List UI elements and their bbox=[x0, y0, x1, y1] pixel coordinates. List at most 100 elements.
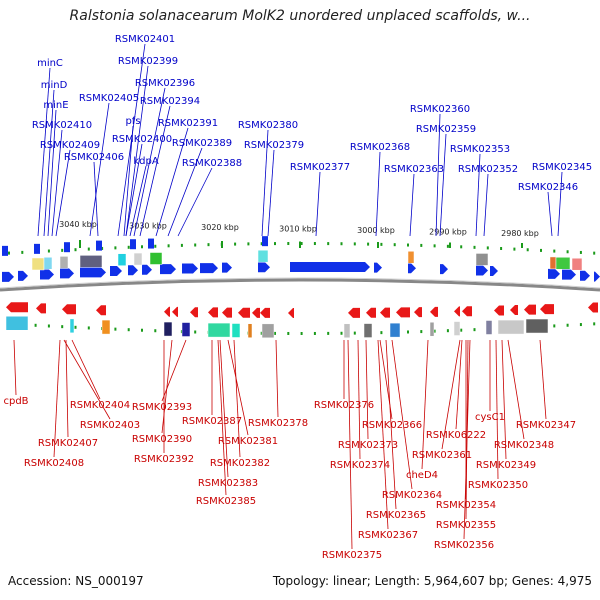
gene-category-box bbox=[485, 320, 493, 335]
scale-tick-label: 3010 kbp bbox=[279, 225, 317, 234]
top-gene-label: kdpA bbox=[133, 156, 158, 167]
reverse-gene-arrow bbox=[238, 307, 250, 318]
backbone-line bbox=[0, 278, 600, 292]
reverse-gene-arrow bbox=[208, 307, 218, 318]
gene-category-box bbox=[549, 256, 557, 270]
minor-tick-bottom bbox=[353, 331, 356, 335]
top-label-leader bbox=[267, 149, 275, 237]
top-label-leader bbox=[89, 102, 110, 237]
top-label-leader bbox=[261, 129, 269, 237]
forward-gene-arrow bbox=[80, 267, 106, 278]
bottom-label-leader bbox=[495, 339, 499, 480]
scale-tick-label: 3040 kbp bbox=[59, 220, 97, 229]
bottom-gene-label: RSMK02381 bbox=[218, 436, 278, 447]
bottom-label-leader bbox=[365, 339, 369, 440]
forward-gene-arrow bbox=[40, 269, 54, 280]
reverse-gene-arrow bbox=[222, 307, 232, 318]
top-gene-label: RSMK02400 bbox=[112, 134, 172, 145]
top-gene-label: RSMK02410 bbox=[32, 120, 92, 131]
reverse-gene-arrow bbox=[380, 307, 390, 318]
top-label-leader bbox=[315, 171, 321, 237]
gene-category-box bbox=[389, 322, 401, 338]
bottom-gene-label: RSMK02355 bbox=[436, 520, 496, 531]
top-gene-label: RSMK02388 bbox=[182, 158, 242, 169]
gene-category-box bbox=[363, 323, 373, 338]
forward-gene-arrow bbox=[200, 263, 218, 274]
forward-gene-arrow bbox=[160, 264, 176, 275]
minor-tick-bottom bbox=[340, 331, 343, 335]
bottom-gene-label: RSMK02383 bbox=[198, 478, 258, 489]
gene-category-box bbox=[69, 318, 75, 334]
gene-category-box bbox=[475, 253, 489, 266]
bottom-label-leader bbox=[227, 339, 249, 436]
forward-gene-box bbox=[148, 238, 154, 249]
gene-category-box bbox=[497, 319, 525, 335]
bottom-gene-label: RSMK02365 bbox=[366, 510, 426, 521]
top-gene-label: pfs bbox=[125, 116, 140, 127]
forward-gene-arrow bbox=[142, 264, 152, 275]
bottom-label-leader bbox=[13, 339, 17, 396]
forward-gene-arrow bbox=[476, 265, 488, 276]
minor-tick-top bbox=[473, 245, 476, 249]
top-label-leader bbox=[483, 173, 489, 237]
bottom-label-leader bbox=[275, 339, 279, 418]
bottom-label-leader bbox=[507, 339, 525, 440]
minor-tick-top bbox=[553, 249, 556, 253]
reverse-gene-arrow bbox=[172, 306, 178, 317]
top-label-leader bbox=[93, 161, 99, 237]
top-label-leader bbox=[43, 89, 55, 237]
forward-gene-arrow bbox=[182, 263, 198, 274]
gene-category-box bbox=[101, 319, 111, 335]
minor-tick-top bbox=[234, 242, 237, 246]
reverse-gene-arrow bbox=[588, 302, 598, 313]
bottom-label-leader bbox=[391, 339, 413, 490]
top-label-leader bbox=[547, 191, 553, 237]
forward-gene-arrow bbox=[60, 268, 74, 279]
minor-tick-top bbox=[114, 246, 117, 250]
forward-gene-box bbox=[96, 240, 102, 251]
forward-gene-arrow bbox=[258, 262, 270, 273]
minor-tick-top bbox=[61, 248, 64, 252]
top-label-leader bbox=[47, 109, 57, 237]
minor-tick-top bbox=[566, 250, 569, 254]
bottom-label-leader bbox=[455, 339, 463, 430]
minor-tick-bottom bbox=[313, 331, 316, 335]
top-gene-label: minE bbox=[43, 100, 68, 111]
top-label-leader bbox=[37, 67, 51, 237]
bottom-label-leader bbox=[63, 339, 111, 420]
top-gene-label: RSMK02391 bbox=[158, 118, 218, 129]
accession-text: Accession: NS_000197 bbox=[8, 574, 144, 588]
minor-tick-bottom bbox=[553, 324, 556, 328]
gene-category-box bbox=[407, 251, 415, 264]
bottom-label-leader bbox=[219, 339, 229, 478]
minor-tick-bottom bbox=[327, 331, 330, 335]
top-label-leader bbox=[557, 171, 563, 237]
top-gene-label: RSMK02360 bbox=[410, 104, 470, 115]
top-label-leader bbox=[125, 143, 143, 237]
forward-gene-arrow bbox=[548, 268, 560, 279]
gene-category-box bbox=[261, 323, 275, 339]
minor-tick-top bbox=[141, 245, 143, 249]
top-gene-label: RSMK02409 bbox=[40, 140, 100, 151]
minor-tick-top bbox=[433, 244, 436, 248]
top-label-leader bbox=[123, 125, 134, 237]
forward-gene-arrow bbox=[490, 266, 498, 277]
minor-tick-top bbox=[526, 248, 529, 252]
reverse-gene-arrow bbox=[36, 303, 46, 314]
top-gene-label: RSMK02353 bbox=[450, 144, 510, 155]
minor-tick-bottom bbox=[87, 326, 90, 330]
top-gene-label: RSMK02389 bbox=[172, 138, 232, 149]
reverse-gene-arrow bbox=[366, 307, 376, 318]
top-gene-label: RSMK02377 bbox=[290, 162, 350, 173]
reverse-gene-arrow bbox=[190, 307, 198, 318]
top-label-leader bbox=[435, 113, 441, 237]
minor-tick-bottom bbox=[154, 329, 157, 333]
minor-tick-bottom bbox=[47, 324, 50, 328]
bottom-gene-label: RSMK02390 bbox=[132, 434, 192, 445]
minor-tick-top bbox=[593, 251, 596, 255]
gene-category-box bbox=[207, 322, 231, 338]
forward-gene-arrow bbox=[408, 263, 416, 274]
minor-tick-bottom bbox=[446, 329, 449, 333]
minor-tick-bottom bbox=[61, 325, 64, 329]
